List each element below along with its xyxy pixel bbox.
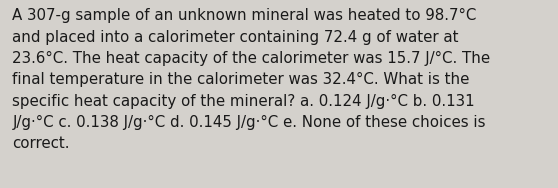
Text: A 307-g sample of an unknown mineral was heated to 98.7°C
and placed into a calo: A 307-g sample of an unknown mineral was… bbox=[12, 8, 490, 151]
